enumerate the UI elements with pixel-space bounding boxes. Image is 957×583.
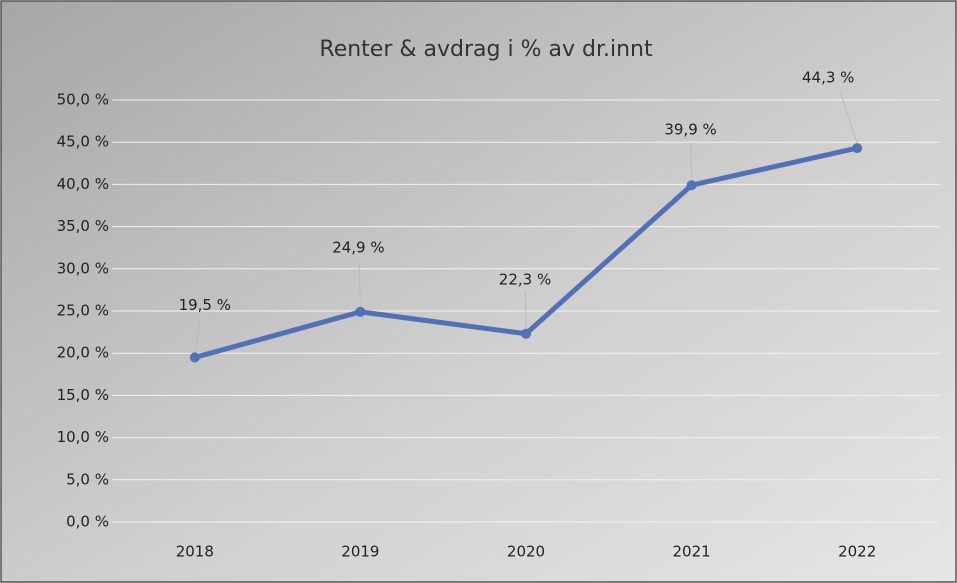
data-label: 22,3 % [499,270,551,288]
y-tick-label: 0,0 % [66,513,109,531]
leader-line [690,142,693,181]
y-tick-label: 30,0 % [57,259,109,277]
leader-line [524,291,527,329]
leader-line [839,89,858,144]
marker [521,328,531,339]
data-label: 19,5 % [179,296,231,314]
y-tick-label: 40,0 % [57,175,109,193]
leader-line [194,317,202,353]
y-tick-label: 20,0 % [57,344,109,362]
x-tick-label: 2019 [341,543,379,561]
y-tick-label: 25,0 % [57,302,109,320]
x-tick-label: 2021 [673,543,711,561]
marker [686,180,697,191]
data-label: 24,9 % [332,238,384,256]
y-tick-label: 10,0 % [57,428,109,446]
y-tick-label: 50,0 % [57,91,109,109]
data-label: 44,3 % [802,69,854,87]
y-tick-label: 15,0 % [57,386,109,404]
y-tick-label: 35,0 % [57,217,109,235]
data-label: 39,9 % [664,121,716,139]
marker [189,352,200,363]
leader-line [358,259,361,307]
marker [355,306,366,317]
x-tick-label: 2020 [507,543,545,561]
chart-title: Renter & avdrag i % av dr.innt [319,37,653,62]
y-tick-label: 45,0 % [57,133,109,151]
x-tick-label: 2022 [838,543,876,561]
y-tick-label: 5,0 % [66,470,109,488]
marker [852,143,863,154]
x-tick-label: 2018 [176,543,214,561]
